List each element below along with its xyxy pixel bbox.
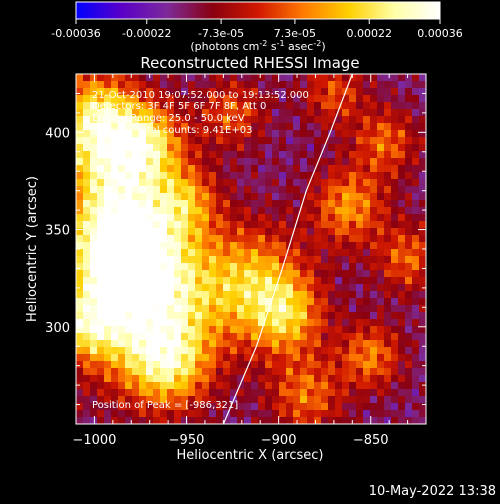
solar-limb-line bbox=[222, 74, 353, 424]
x-tick-label: −900 bbox=[261, 433, 297, 448]
detectors-text: Detectors: 3F 4F 5F 6F 7F 8F, Att 0 bbox=[92, 101, 266, 112]
colorbar-unit-label: (photons cm-2 s-1 asec-2) bbox=[190, 39, 325, 53]
colorbar-tick-label: -0.00022 bbox=[122, 27, 171, 40]
y-tick-label: 350 bbox=[45, 224, 70, 239]
colorbar-tick-label: 7.3e-05 bbox=[274, 27, 316, 40]
y-tick-label: 300 bbox=[45, 321, 70, 336]
plot-area bbox=[75, 73, 427, 425]
time-range-text: 21-Oct-2010 19:07:52.000 to 19:13:52.000 bbox=[92, 90, 309, 101]
x-tick-label: −950 bbox=[169, 433, 205, 448]
colorbar-ticks: -0.00036 -0.00022 -7.3e-05 7.3e-05 0.00022 0.… bbox=[51, 19, 463, 40]
colorbar-tick-label: -0.00036 bbox=[51, 27, 100, 40]
chart-title: Reconstructed RHESSI Image bbox=[140, 54, 359, 72]
x-tick-label: −1000 bbox=[72, 433, 116, 448]
peak-position-text: Position of Peak = [-986,321] bbox=[92, 400, 238, 411]
colorbar-gradient bbox=[75, 1, 441, 20]
x-axis-label: Heliocentric X (arcsec) bbox=[177, 448, 324, 463]
y-axis-label: Heliocentric Y (arcsec) bbox=[25, 176, 40, 322]
info-block: 21-Oct-2010 19:07:52.000 to 19:13:52.000… bbox=[92, 90, 309, 411]
y-tick-label: 400 bbox=[45, 126, 70, 141]
clean-counts-text: Clean Total counts: 9.41E+03 bbox=[92, 125, 252, 136]
x-axis: −1000 −950 −900 −850 bbox=[72, 74, 427, 448]
colorbar-tick-label: 0.00036 bbox=[417, 27, 463, 40]
x-tick-label: −850 bbox=[353, 433, 389, 448]
colorbar-tick-label: -7.3e-05 bbox=[198, 27, 244, 40]
y-axis: 300 350 400 bbox=[45, 92, 426, 406]
energy-range-text: Energy Range: 25.0 - 50.0 keV bbox=[92, 113, 245, 124]
colorbar-tick-label: 0.00022 bbox=[346, 27, 392, 40]
colorbar: -0.00036 -0.00022 -7.3e-05 7.3e-05 0.00022 0.… bbox=[51, 1, 463, 53]
footer-timestamp: 10-May-2022 13:38 bbox=[369, 484, 496, 499]
heatmap-image bbox=[76, 74, 426, 424]
